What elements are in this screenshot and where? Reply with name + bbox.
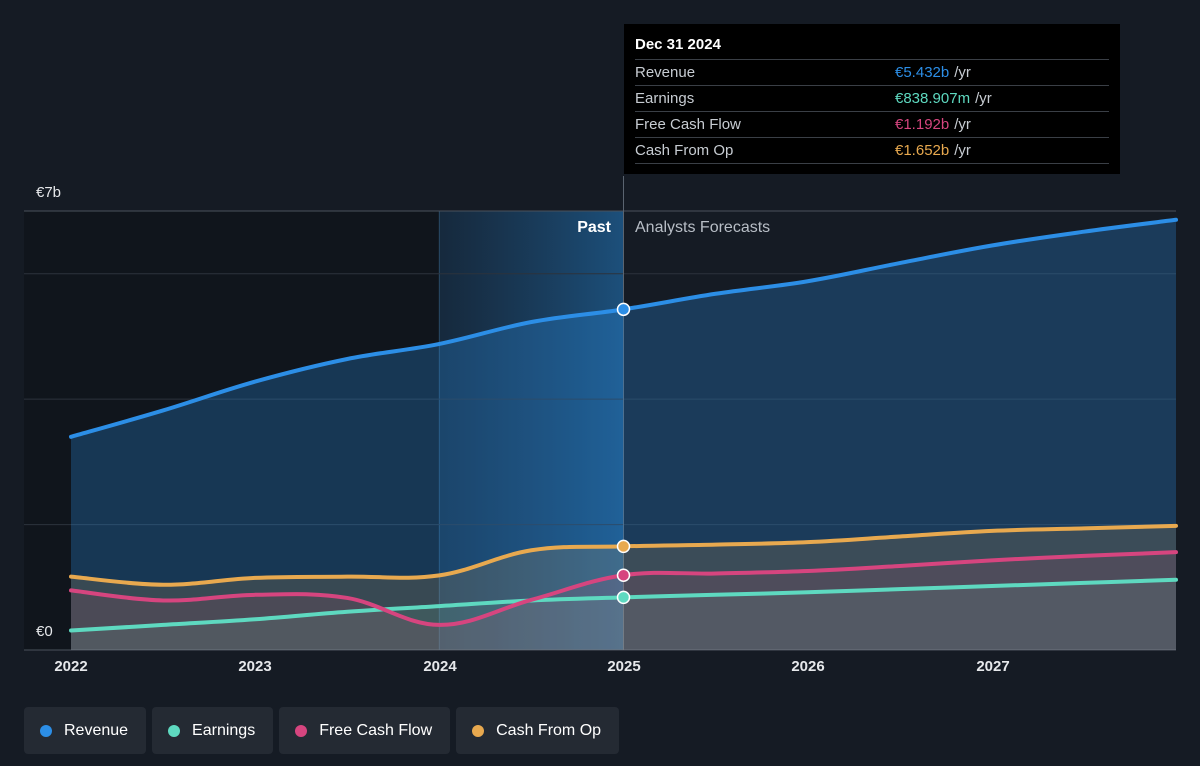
tooltip-row-unit: /yr bbox=[975, 90, 992, 107]
tooltip-row-unit: /yr bbox=[954, 116, 971, 133]
legend-label: Revenue bbox=[64, 721, 129, 739]
data-tooltip: Dec 31 2024 Revenue €5.432b /yr Earnings… bbox=[624, 24, 1120, 174]
x-tick-label: 2025 bbox=[607, 658, 641, 675]
tooltip-row-name: Free Cash Flow bbox=[635, 116, 741, 133]
data-point-marker bbox=[616, 302, 631, 317]
legend-dot-icon bbox=[472, 724, 485, 737]
legend-dot-icon bbox=[40, 724, 52, 737]
legend-item-earnings[interactable]: Earnings bbox=[152, 707, 274, 754]
tooltip-row-unit: /yr bbox=[954, 64, 971, 81]
data-point-marker bbox=[616, 539, 631, 554]
legend-dot-icon bbox=[168, 724, 181, 737]
legend-item-free-cash-flow[interactable]: Free Cash Flow bbox=[279, 707, 451, 754]
tooltip-row-revenue: Revenue €5.432b /yr bbox=[635, 59, 1109, 85]
legend-label: Cash From Op bbox=[496, 721, 602, 739]
tooltip-row-name: Cash From Op bbox=[635, 142, 734, 159]
legend-label: Earnings bbox=[192, 721, 256, 739]
x-tick-label: 2022 bbox=[54, 658, 88, 675]
chart-legend: Revenue Earnings Free Cash Flow Cash Fro… bbox=[24, 707, 620, 754]
y-axis-top-label: €7b bbox=[36, 184, 62, 201]
data-point-marker bbox=[616, 568, 631, 582]
forecast-region-label: Analysts Forecasts bbox=[635, 219, 771, 236]
legend-label: Free Cash Flow bbox=[319, 721, 433, 739]
tooltip-row-value: €1.652b bbox=[895, 142, 950, 159]
series-area bbox=[71, 579, 1176, 650]
legend-item-revenue[interactable]: Revenue bbox=[24, 707, 147, 754]
series-area bbox=[71, 525, 1176, 650]
x-tick-label: 2027 bbox=[976, 658, 1010, 675]
tooltip-date: Dec 31 2024 bbox=[635, 36, 721, 53]
highlight-region bbox=[439, 211, 624, 650]
tooltip-row-cash-from-op: Cash From Op €1.652b /yr bbox=[635, 137, 1109, 164]
x-tick-label: 2026 bbox=[791, 658, 825, 675]
tooltip-row-value: €1.192b bbox=[895, 116, 950, 133]
series-area bbox=[71, 219, 1176, 650]
tooltip-row-name: Revenue bbox=[635, 64, 696, 81]
tooltip-row-value: €838.907m bbox=[895, 90, 971, 107]
data-point-marker bbox=[616, 590, 631, 605]
tooltip-row-name: Earnings bbox=[635, 90, 695, 107]
past-region-label: Past bbox=[577, 219, 611, 236]
y-axis-bottom-label: €0 bbox=[36, 623, 53, 640]
tooltip-row-free-cash-flow: Free Cash Flow €1.192b /yr bbox=[635, 111, 1109, 137]
tooltip-row-earnings: Earnings €838.907m /yr bbox=[635, 85, 1109, 111]
legend-dot-icon bbox=[295, 724, 308, 737]
tooltip-row-unit: /yr bbox=[954, 142, 971, 159]
legend-item-cash-from-op[interactable]: Cash From Op bbox=[456, 707, 620, 754]
x-tick-label: 2024 bbox=[423, 658, 457, 675]
tooltip-row-value: €5.432b bbox=[895, 64, 950, 81]
x-tick-label: 2023 bbox=[238, 658, 272, 675]
